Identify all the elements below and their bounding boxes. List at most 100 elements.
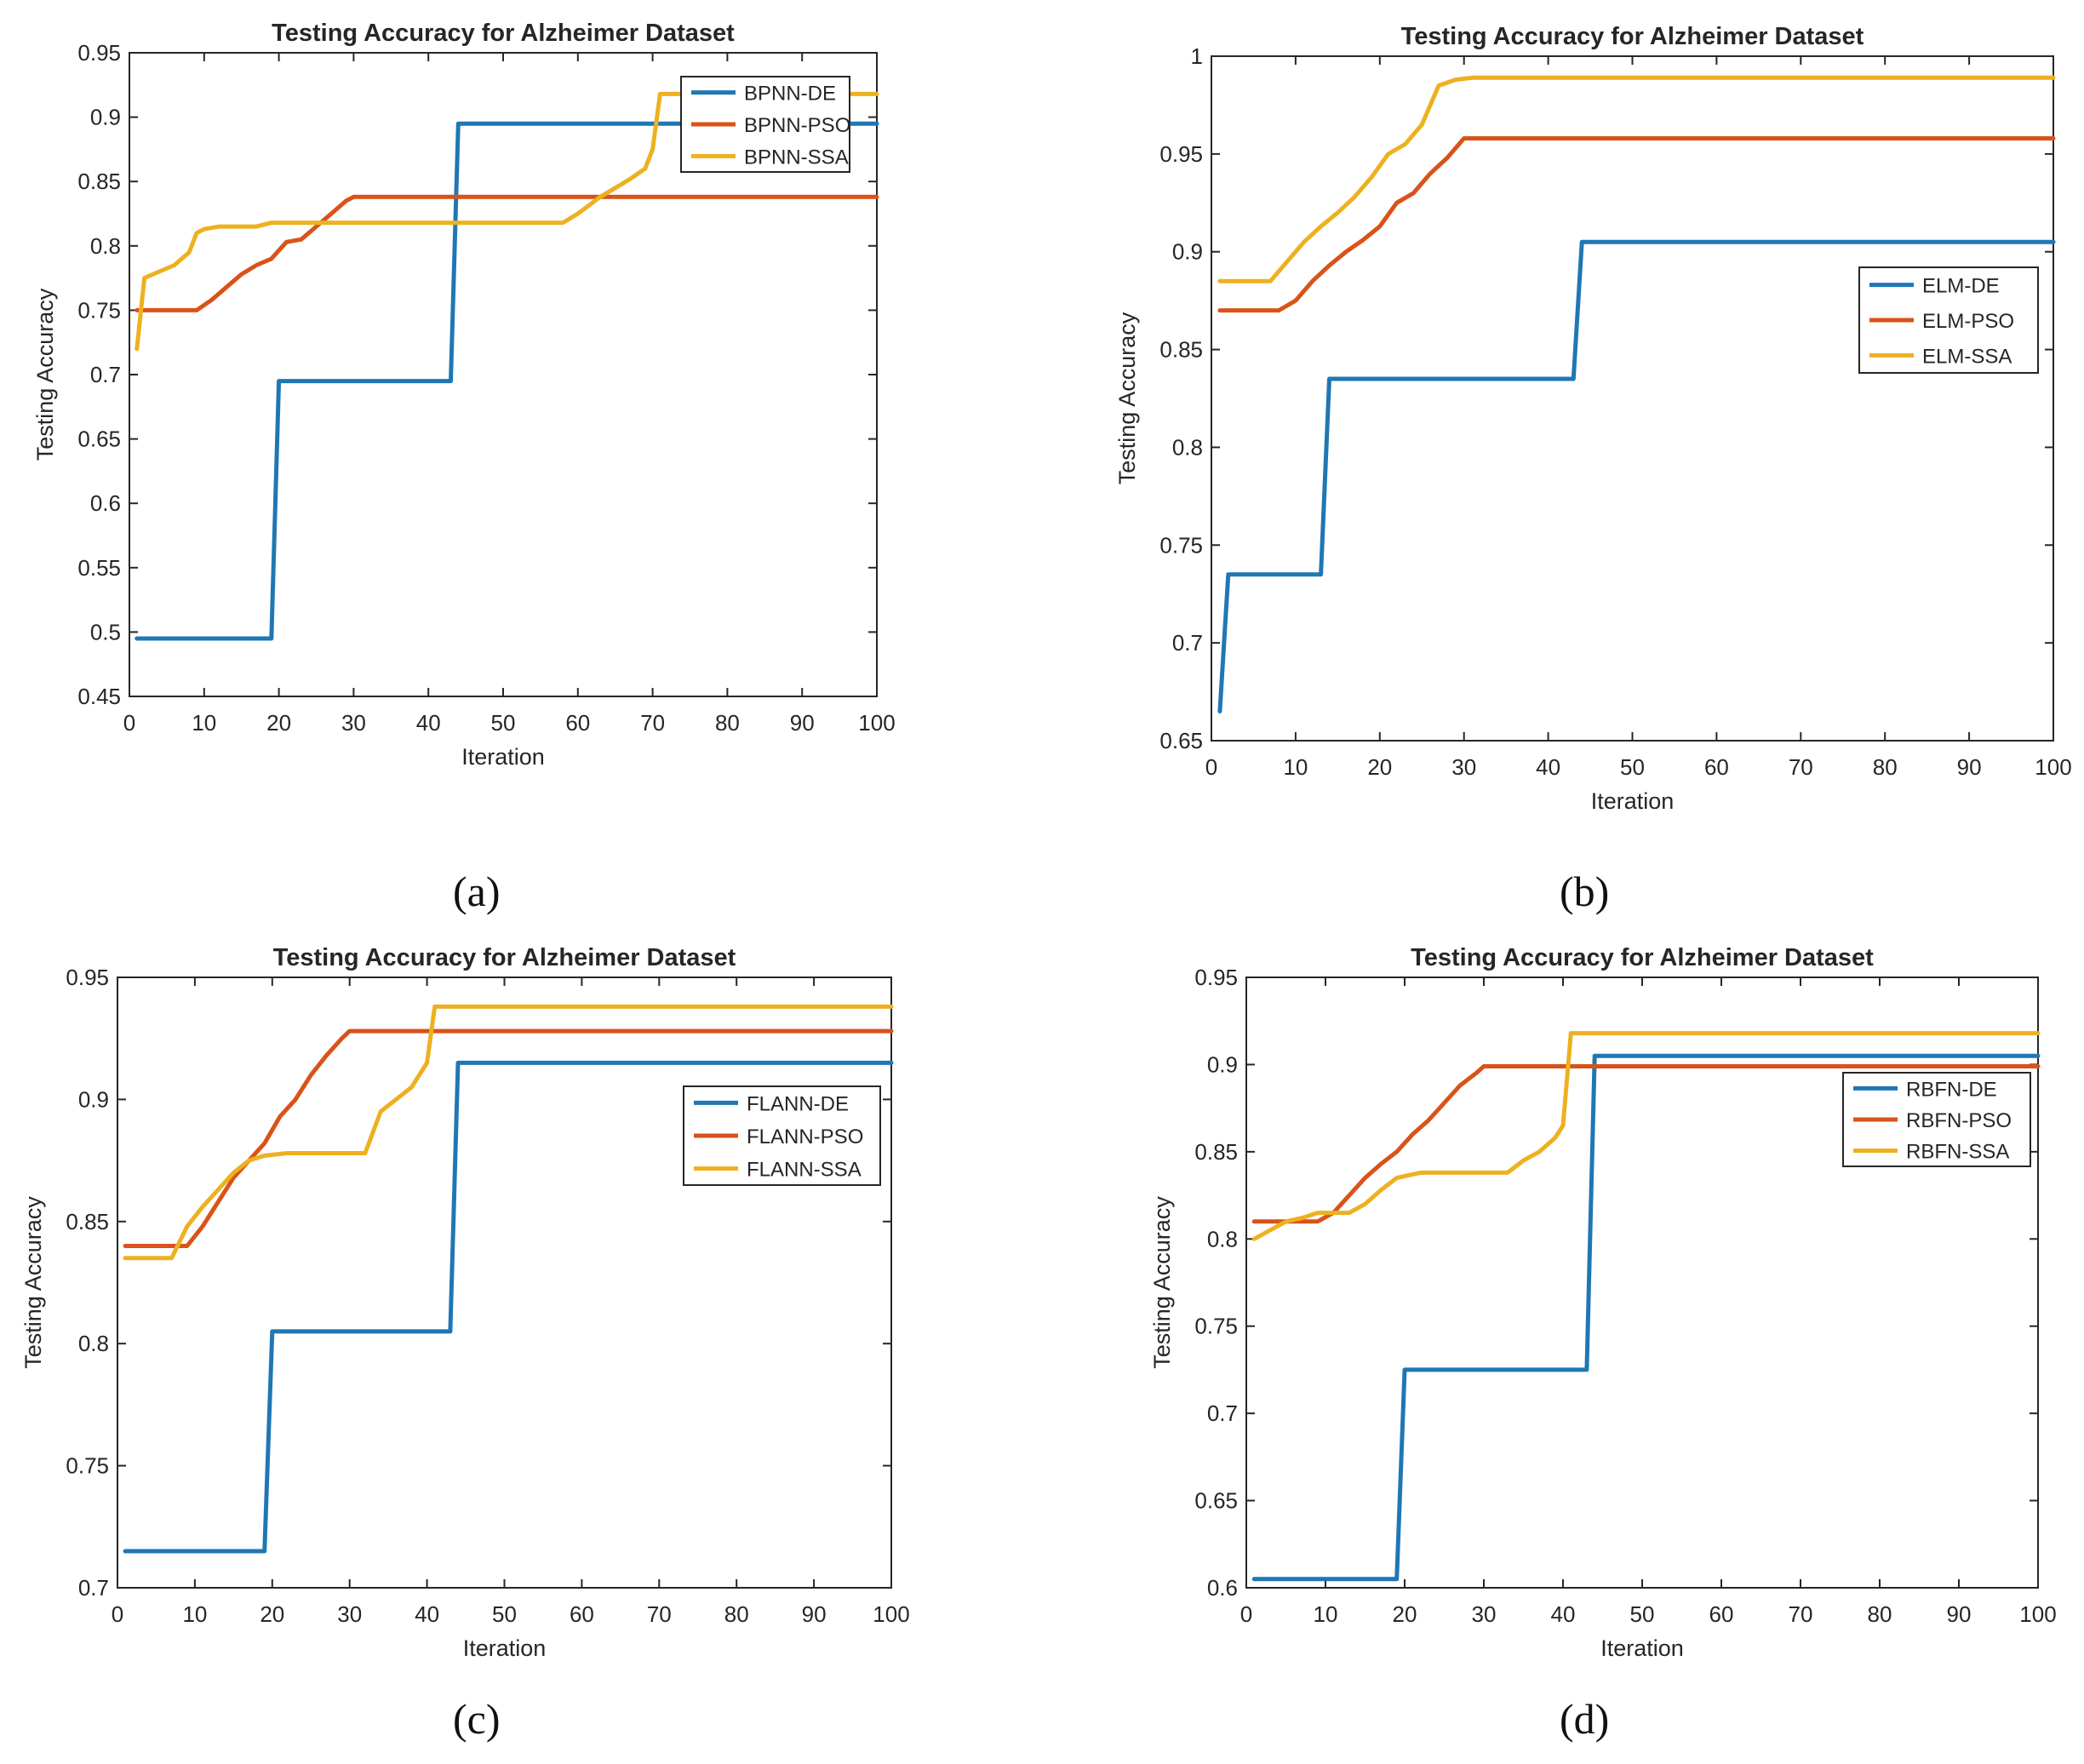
y-tick-label: 0.55 [77,555,121,581]
legend-label-rbfn-pso: RBFN-PSO [1906,1109,2012,1132]
x-tick-label: 100 [873,1601,909,1627]
x-axis-label: Iteration [1591,788,1675,814]
caption-d: (d) [1560,1695,1610,1743]
x-tick-label: 80 [724,1601,749,1627]
y-tick-label: 0.85 [66,1209,109,1234]
y-tick-label: 0.45 [77,684,121,709]
legend-label-bpnn-pso: BPNN-PSO [744,114,850,137]
y-tick-label: 1 [1191,43,1203,69]
series-line-flann-ssa [123,1004,894,1261]
caption-b: (b) [1560,868,1610,915]
x-tick-label: 30 [1472,1601,1497,1627]
chart-panel-c: 0 10 20 30 40 50 60 70 80 90 100 0.7 0.75 0.8 0.85 0.9 0… [20,944,910,1661]
y-axis-label: Testing Accuracy [20,1196,46,1369]
x-tick-label: 10 [1314,1601,1338,1627]
x-tick-label: 40 [1536,754,1560,780]
y-tick-label: 0.75 [77,297,121,323]
series-line-elm-de [1217,239,2056,713]
y-tick-label: 0.9 [78,1086,109,1112]
x-tick-label: 20 [1367,754,1392,780]
x-tick-label: 100 [2035,754,2071,780]
y-tick-label: 0.75 [1194,1314,1238,1339]
x-tick-label: 0 [1205,754,1217,780]
x-axis-label: Iteration [461,744,545,770]
series-line-flann-pso [123,1028,894,1248]
y-tick-label: 0.7 [1207,1400,1238,1426]
x-tick-label: 0 [123,710,135,736]
x-tick-label: 50 [1620,754,1645,780]
x-tick-label: 50 [492,1601,517,1627]
x-axis-label: Iteration [1600,1635,1684,1661]
y-tick-label: 0.8 [1172,434,1203,460]
plot-area [117,976,892,1589]
x-tick-label: 80 [1873,754,1898,780]
x-tick-label: 80 [715,710,740,736]
y-tick-label: 0.75 [1159,532,1203,558]
series-line-bpnn-pso [135,194,879,312]
y-tick-label: 0.7 [90,362,121,387]
y-tick-label: 0.85 [1159,337,1203,363]
x-tick-label: 30 [341,710,366,736]
x-tick-label: 60 [1709,1601,1734,1627]
y-tick-label: 0.85 [77,169,121,194]
chart-title: Testing Accuracy for Alzheimer Dataset [272,20,735,47]
legend-label-bpnn-ssa: BPNN-SSA [744,146,849,169]
series-line-rbfn-de [1251,1053,2041,1582]
y-axis-label: Testing Accuracy [1149,1196,1175,1369]
x-tick-label: 10 [1283,754,1308,780]
legend-label-flann-pso: FLANN-PSO [747,1125,863,1148]
y-tick-label: 0.65 [1159,728,1203,753]
y-tick-label: 0.9 [1172,239,1203,265]
x-tick-label: 90 [790,710,815,736]
x-tick-label: 40 [416,710,441,736]
legend-label-flann-de: FLANN-DE [747,1092,849,1115]
x-tick-label: 20 [1393,1601,1417,1627]
x-tick-label: 90 [802,1601,827,1627]
x-tick-label: 60 [565,710,590,736]
y-tick-label: 0.5 [90,619,121,644]
x-tick-label: 70 [1789,754,1813,780]
legend-label-elm-de: ELM-DE [1922,275,2000,298]
y-tick-label: 0.95 [66,965,109,990]
legend-label-rbfn-ssa: RBFN-SSA [1906,1141,2009,1164]
x-tick-label: 50 [491,710,516,736]
chart-panel-b: 0 10 20 30 40 50 60 70 80 90 100 0.65 0.7 0.75 0.8 0.85… [1114,23,2072,814]
x-tick-label: 10 [192,710,216,736]
series-line-elm-ssa [1217,75,2056,284]
x-tick-label: 0 [1240,1601,1252,1627]
x-tick-label: 30 [337,1601,362,1627]
x-tick-label: 90 [1947,1601,1972,1627]
series-line-flann-de [123,1060,894,1554]
x-tick-label: 60 [1704,754,1729,780]
x-tick-label: 50 [1630,1601,1655,1627]
y-tick-label: 0.8 [78,1331,109,1356]
chart-title: Testing Accuracy for Alzheimer Dataset [273,944,736,971]
y-tick-label: 0.8 [1207,1226,1238,1251]
legend-label-bpnn-de: BPNN-DE [744,83,836,106]
y-tick-label: 0.95 [1194,965,1238,990]
chart-panel-a: 0 10 20 30 40 50 60 70 80 90 100 0.45 0.5 0.55 0.6 0.65… [32,20,896,770]
x-tick-label: 70 [640,710,665,736]
chart-title: Testing Accuracy for Alzheimer Dataset [1411,944,1874,971]
series-line-elm-pso [1217,136,2056,313]
caption-c: (c) [453,1695,501,1743]
x-tick-label: 80 [1868,1601,1892,1627]
series-line-bpnn-de [135,121,879,641]
series-line-rbfn-ssa [1251,1031,2041,1241]
y-axis-label: Testing Accuracy [1114,312,1140,484]
x-tick-label: 100 [858,710,895,736]
legend-label-elm-ssa: ELM-SSA [1922,345,2012,368]
y-tick-label: 0.85 [1194,1139,1238,1165]
y-tick-label: 0.7 [78,1575,109,1601]
y-tick-label: 0.65 [77,427,121,452]
y-tick-label: 0.9 [90,105,121,130]
y-tick-label: 0.75 [66,1453,109,1479]
y-tick-label: 0.95 [1159,141,1203,167]
x-tick-label: 40 [415,1601,439,1627]
x-tick-label: 60 [570,1601,594,1627]
legend-label-rbfn-de: RBFN-DE [1906,1078,1997,1101]
y-tick-label: 0.9 [1207,1051,1238,1077]
series-line-bpnn-ssa [135,91,879,352]
chart-title: Testing Accuracy for Alzheimer Dataset [1401,23,1864,50]
